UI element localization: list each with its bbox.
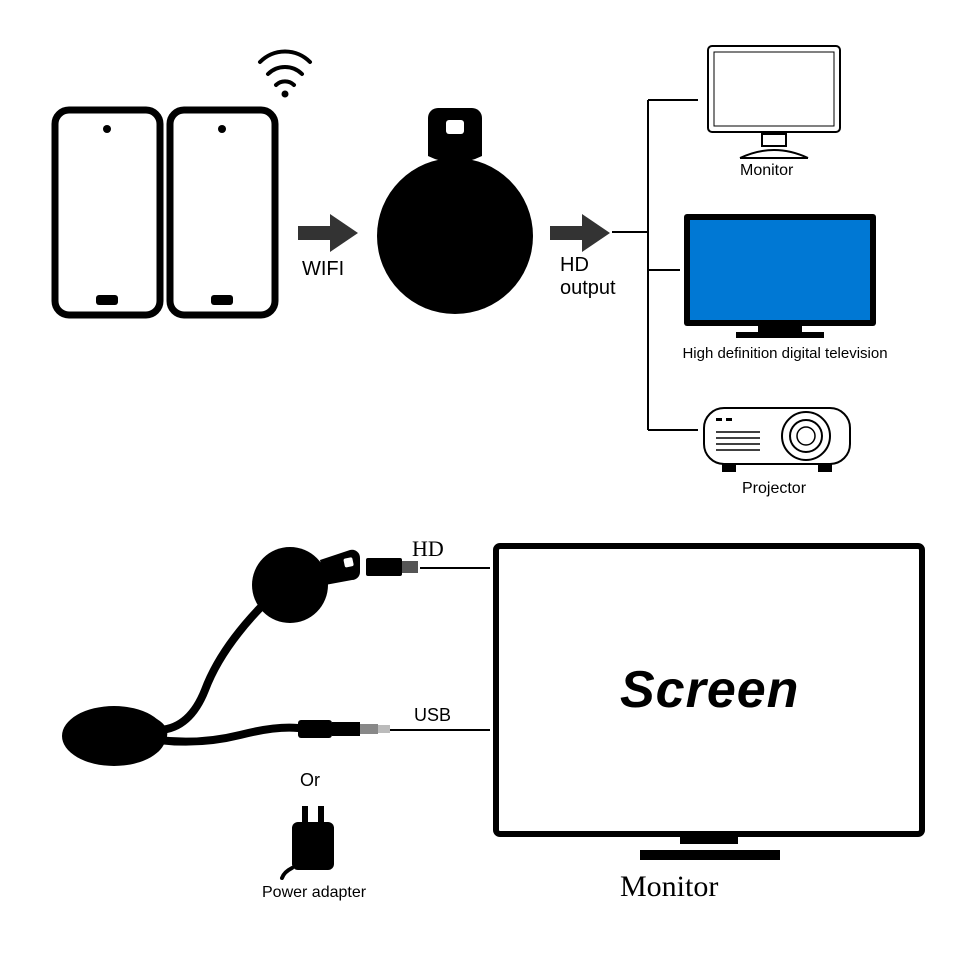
arrow-to-dongle-icon	[298, 214, 358, 252]
hd-label: HD	[412, 536, 444, 562]
usb-label: USB	[414, 705, 451, 726]
power-adapter-icon	[278, 800, 348, 880]
wifi-icon	[250, 40, 320, 100]
projector-icon	[698, 388, 856, 478]
dongle-large-icon	[370, 108, 540, 318]
tv-label: High definition digital television	[670, 345, 900, 362]
hd-output-label: HD output	[560, 254, 616, 300]
or-label: Or	[300, 770, 320, 791]
monitor-bottom-label: Monitor	[620, 870, 718, 904]
phones-icon	[50, 105, 280, 320]
wifi-label: WIFI	[302, 258, 344, 281]
screen-text: Screen	[620, 660, 799, 720]
tv-icon	[680, 210, 880, 342]
power-adapter-label: Power adapter	[262, 884, 366, 902]
projector-label: Projector	[742, 480, 806, 498]
arrow-to-outputs-icon	[550, 214, 610, 252]
monitor-top-label: Monitor	[740, 162, 793, 180]
monitor-icon	[700, 42, 848, 160]
